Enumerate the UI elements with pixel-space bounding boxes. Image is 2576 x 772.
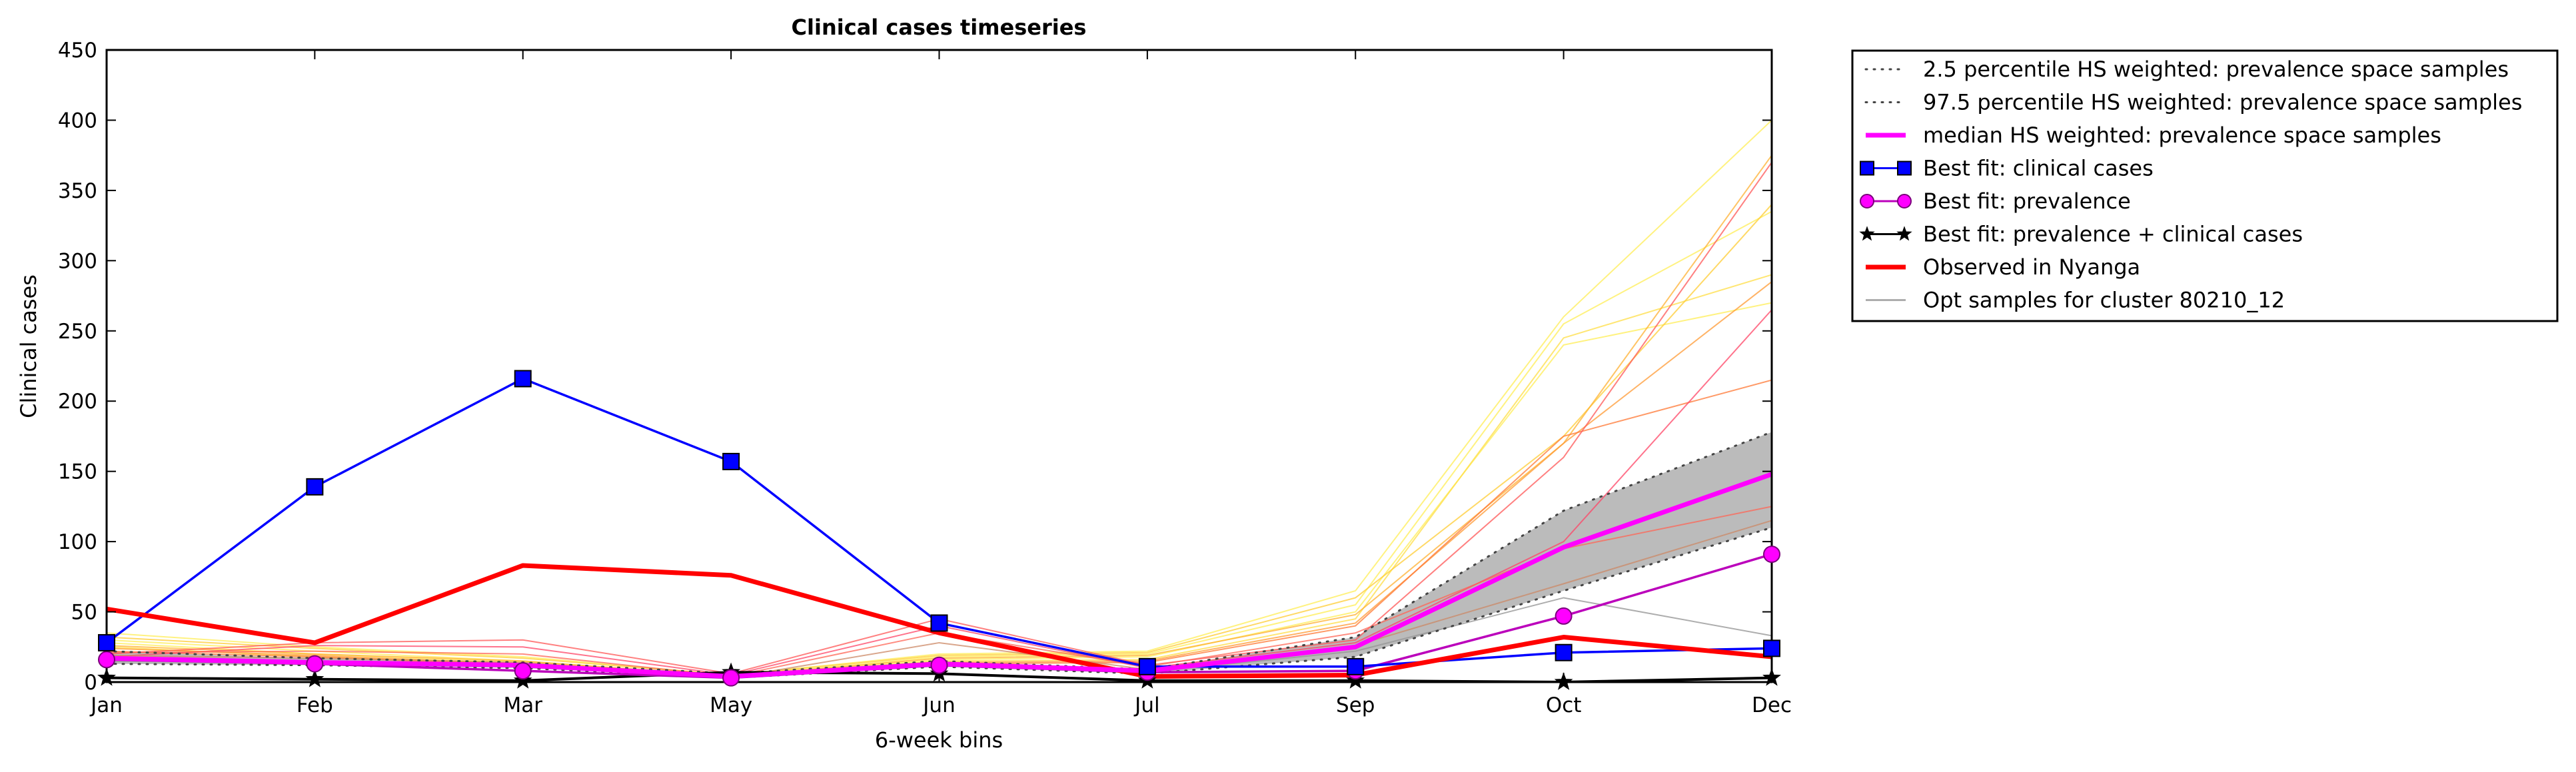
series-6-point-9 xyxy=(1762,668,1781,686)
series-5-point-2 xyxy=(306,655,324,673)
x-axis-title: 6-week bins xyxy=(875,727,1003,753)
series-6-point-7 xyxy=(1346,671,1365,689)
series-5-point-8 xyxy=(1555,607,1573,625)
y-tick-label-3: 100 xyxy=(58,530,97,554)
series-4-point-7 xyxy=(1347,657,1365,675)
series-4-point-4 xyxy=(722,452,740,470)
y-tick-label-2: 50 xyxy=(71,601,97,625)
legend-label-5: Best fit: prevalence xyxy=(1923,189,2131,214)
x-tick-label-8: Oct xyxy=(1546,693,1582,717)
series-4-point-8 xyxy=(1555,643,1573,661)
x-tick-label-2: Feb xyxy=(297,693,333,717)
series-5-point-5 xyxy=(930,656,948,674)
sample-line-12 xyxy=(107,520,1772,679)
series-line-7 xyxy=(107,563,1772,679)
series-4-point-2 xyxy=(306,478,324,496)
x-tick-label-9: Dec xyxy=(1752,693,1792,717)
y-tick-label-1: 0 xyxy=(84,671,97,695)
x-tick-label-5: Jun xyxy=(922,693,955,717)
series-6-point-8 xyxy=(1554,672,1573,690)
series-5-point-1 xyxy=(98,651,115,669)
series-4-point-5 xyxy=(930,614,948,632)
legend-marker-5-a xyxy=(1860,194,1874,208)
y-tick-label-5: 200 xyxy=(58,390,97,414)
legend-label-3: median HS weighted: prevalence space sam… xyxy=(1923,123,2441,148)
legend-label-6: Best fit: prevalence + clinical cases xyxy=(1923,222,2303,247)
series-6-point-3 xyxy=(513,671,532,689)
y-tick-label-8: 350 xyxy=(58,179,97,203)
series-4-point-6 xyxy=(1138,657,1156,675)
y-axis-title: Clinical cases xyxy=(16,274,41,418)
legend-marker-6-a xyxy=(1859,226,1875,241)
chart-title: Clinical cases timeseries xyxy=(792,15,1087,40)
legend: 2.5 percentile HS weighted: prevalence s… xyxy=(1851,49,2559,322)
legend-label-4: Best fit: clinical cases xyxy=(1923,156,2154,181)
x-tick-label-6: Jul xyxy=(1133,693,1159,717)
legend-label-8: Opt samples for cluster 80210_12 xyxy=(1923,288,2285,313)
series-4-point-9 xyxy=(1763,639,1780,657)
series-6-point-2 xyxy=(305,669,324,687)
y-tick-label-4: 150 xyxy=(58,460,97,484)
legend-label-1: 2.5 percentile HS weighted: prevalence s… xyxy=(1923,57,2509,82)
y-tick-label-10: 450 xyxy=(58,39,97,63)
series-5-point-4 xyxy=(722,669,740,687)
series-4-point-1 xyxy=(98,633,115,651)
axes: 0 50 100 150 200 250 300 350 400 450 Jan Feb Mar May J… xyxy=(58,39,1792,717)
y-tick-label-9: 400 xyxy=(58,109,97,133)
markers xyxy=(97,370,1781,690)
series-6-point-1 xyxy=(97,668,116,686)
legend-frame xyxy=(1851,49,2559,322)
legend-marker-4-a xyxy=(1860,161,1874,176)
series-4-point-3 xyxy=(514,370,532,388)
x-tick-label-7: Sep xyxy=(1336,693,1375,717)
y-tick-label-7: 300 xyxy=(58,249,97,273)
y-tick-label-6: 250 xyxy=(58,320,97,344)
legend-label-2: 97.5 percentile HS weighted: prevalence … xyxy=(1923,90,2522,115)
x-tick-label-3: Mar xyxy=(504,693,543,717)
legend-marker-5-b xyxy=(1897,194,1912,208)
series-5-point-9 xyxy=(1763,546,1780,564)
x-tick-label-1: Jan xyxy=(89,693,123,717)
x-tick-label-4: May xyxy=(710,693,752,717)
legend-marker-6-b xyxy=(1896,226,1912,241)
series-5-point-3 xyxy=(514,662,532,680)
sample-line-2 xyxy=(107,210,1772,677)
sample-line-1 xyxy=(107,119,1772,676)
legend-label-7: Observed in Nyanga xyxy=(1923,254,2140,280)
plot-area xyxy=(107,119,1772,682)
legend-marker-4-b xyxy=(1897,161,1912,176)
